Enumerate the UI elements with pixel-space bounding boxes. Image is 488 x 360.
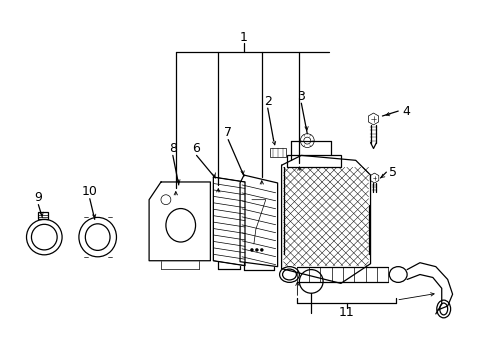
Text: 5: 5: [388, 166, 396, 179]
Circle shape: [255, 248, 258, 251]
Bar: [286, 156, 340, 167]
Text: 1: 1: [240, 31, 247, 44]
Text: 10: 10: [81, 185, 98, 198]
Text: 7: 7: [224, 126, 232, 139]
Text: 4: 4: [402, 105, 409, 118]
Text: 9: 9: [34, 191, 42, 204]
Text: 2: 2: [263, 95, 271, 108]
Text: 11: 11: [338, 306, 354, 319]
Text: 6: 6: [192, 142, 200, 155]
Circle shape: [260, 248, 263, 251]
Bar: [38, 212, 48, 219]
Circle shape: [250, 248, 253, 251]
Text: 8: 8: [168, 142, 177, 155]
Bar: [269, 148, 285, 157]
Text: 3: 3: [297, 90, 305, 103]
